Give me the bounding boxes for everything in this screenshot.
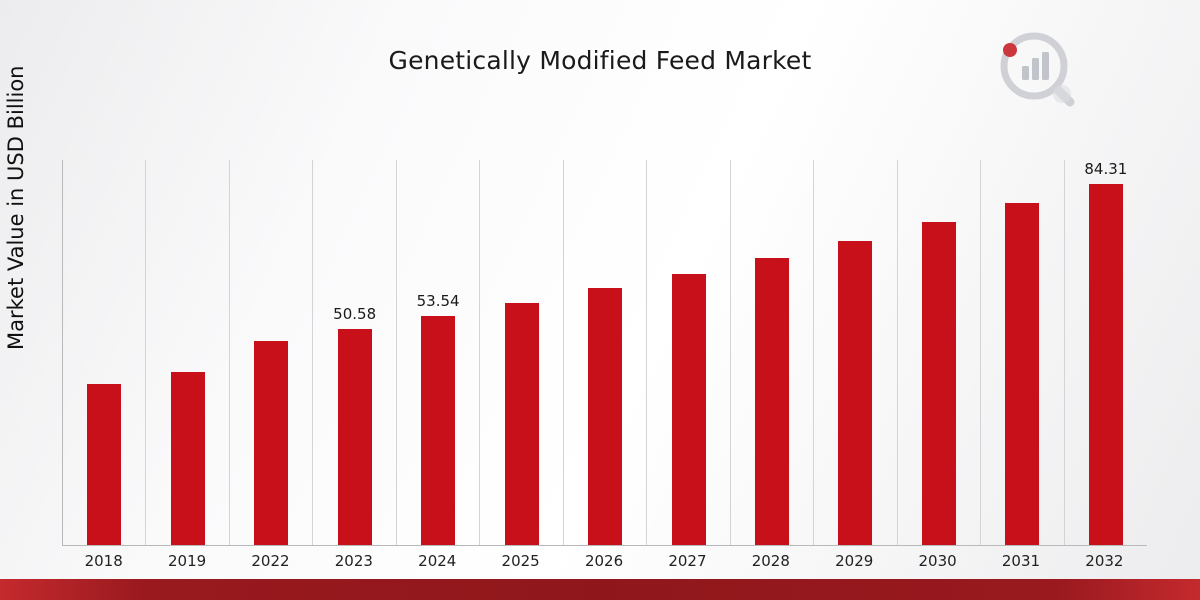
- market-research-logo-icon: [1000, 32, 1075, 107]
- bar-value-label: 84.31: [1084, 160, 1128, 178]
- chart-column: [480, 160, 564, 545]
- bar-2022: [254, 341, 289, 545]
- chart-column: [981, 160, 1065, 545]
- bar-2023: [337, 329, 372, 545]
- chart-column: [564, 160, 648, 545]
- x-tick-label: 2030: [918, 552, 957, 570]
- bar-2025: [504, 303, 539, 545]
- chart-column: [146, 160, 230, 545]
- x-tick-label: 2027: [668, 552, 707, 570]
- bar-2027: [671, 274, 706, 545]
- chart-column: [230, 160, 314, 545]
- chart-title: Genetically Modified Feed Market: [388, 46, 812, 75]
- bar-2028: [754, 258, 789, 545]
- bar-2019: [170, 372, 205, 545]
- bar-value-label: 53.54: [416, 292, 460, 310]
- chart-column: [731, 160, 815, 545]
- chart-column: [814, 160, 898, 545]
- bar-2024: [421, 316, 456, 545]
- x-tick-label: 2023: [334, 552, 373, 570]
- bar-value-label: 50.58: [333, 305, 377, 323]
- chart-column: [63, 160, 147, 545]
- chart-column: [898, 160, 982, 545]
- x-tick-label: 2018: [84, 552, 123, 570]
- x-tick-label: 2025: [501, 552, 540, 570]
- chart-column: 84.31: [1065, 160, 1147, 545]
- x-tick-label: 2032: [1085, 552, 1124, 570]
- x-tick-label: 2019: [167, 552, 207, 570]
- x-tick-label: 2028: [751, 552, 790, 570]
- chart-column: [647, 160, 731, 545]
- chart-column: 53.54: [397, 160, 481, 545]
- bar-2026: [588, 288, 623, 545]
- footer-ribbon: [0, 579, 1200, 600]
- chart-column: 50.58: [313, 160, 397, 545]
- bar-2018: [87, 384, 122, 545]
- x-axis-tick-labels: 2018 2019 2022 2023 2024 2025 2026 2027 2028 2029…: [62, 552, 1146, 570]
- bar-2030: [921, 222, 956, 545]
- x-tick-label: 2026: [584, 552, 624, 570]
- bar-2029: [838, 241, 873, 545]
- x-tick-label: 2022: [251, 552, 290, 570]
- y-axis-label: Market Value in USD Billion: [4, 65, 28, 350]
- x-tick-label: 2024: [418, 552, 457, 570]
- x-tick-label: 2031: [1001, 552, 1041, 570]
- x-tick-label: 2029: [835, 552, 874, 570]
- bar-2032: [1088, 184, 1123, 545]
- bar-2031: [1005, 203, 1040, 545]
- plot-area: 50.58 53.54 84.31: [62, 160, 1147, 546]
